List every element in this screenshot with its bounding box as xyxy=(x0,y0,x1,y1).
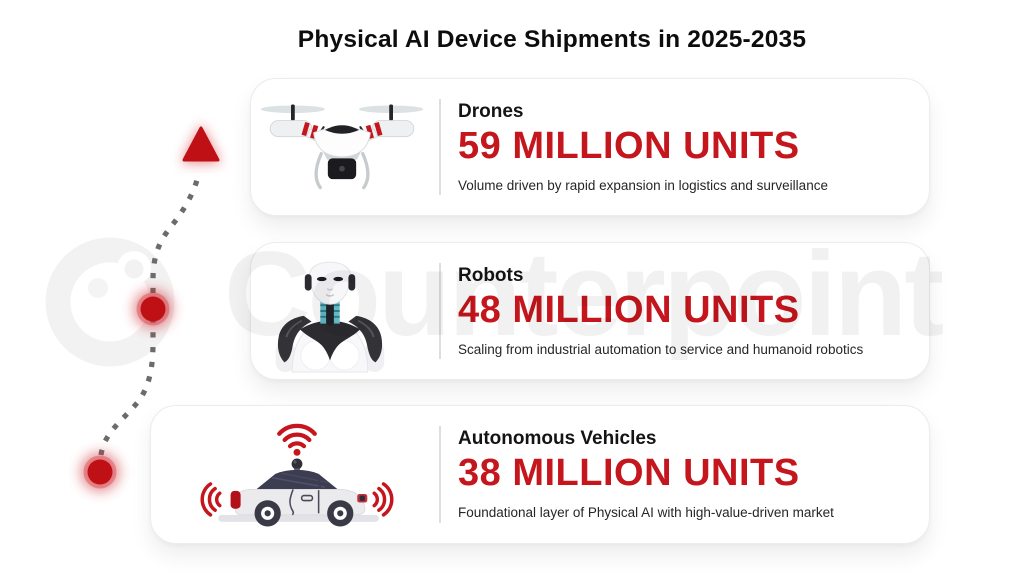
card-description: Scaling from industrial automation to se… xyxy=(458,342,864,357)
card-autonomous-vehicles: Autonomous Vehicles 38 MILLION UNITS Fou… xyxy=(150,405,930,544)
drone-icon xyxy=(257,95,427,199)
card-value: 59 MILLION UNITS xyxy=(458,125,800,167)
card-divider xyxy=(439,99,441,195)
card-value: 48 MILLION UNITS xyxy=(458,289,800,331)
page-title: Physical AI Device Shipments in 2025-203… xyxy=(297,26,807,53)
radar-left-icon xyxy=(200,482,222,517)
card-description: Volume driven by rapid expansion in logi… xyxy=(458,178,828,193)
milestone-dot-bottom xyxy=(80,452,120,492)
autonomous-car-icon xyxy=(181,416,413,528)
card-title: Autonomous Vehicles xyxy=(458,428,657,449)
card-divider xyxy=(439,263,441,359)
card-description: Foundational layer of Physical AI with h… xyxy=(458,505,834,520)
wifi-icon xyxy=(277,423,317,449)
card-title: Drones xyxy=(458,101,524,122)
card-drones: Drones 59 MILLION UNITS Volume driven by… xyxy=(250,78,930,216)
milestone-dot-middle xyxy=(133,289,173,329)
card-robots: Robots 48 MILLION UNITS Scaling from ind… xyxy=(250,242,930,380)
journey-path xyxy=(80,124,221,492)
card-divider xyxy=(439,426,441,523)
radar-right-icon xyxy=(372,482,394,517)
card-value: 38 MILLION UNITS xyxy=(458,452,800,494)
card-title: Robots xyxy=(458,265,524,286)
robot-icon xyxy=(267,248,393,374)
